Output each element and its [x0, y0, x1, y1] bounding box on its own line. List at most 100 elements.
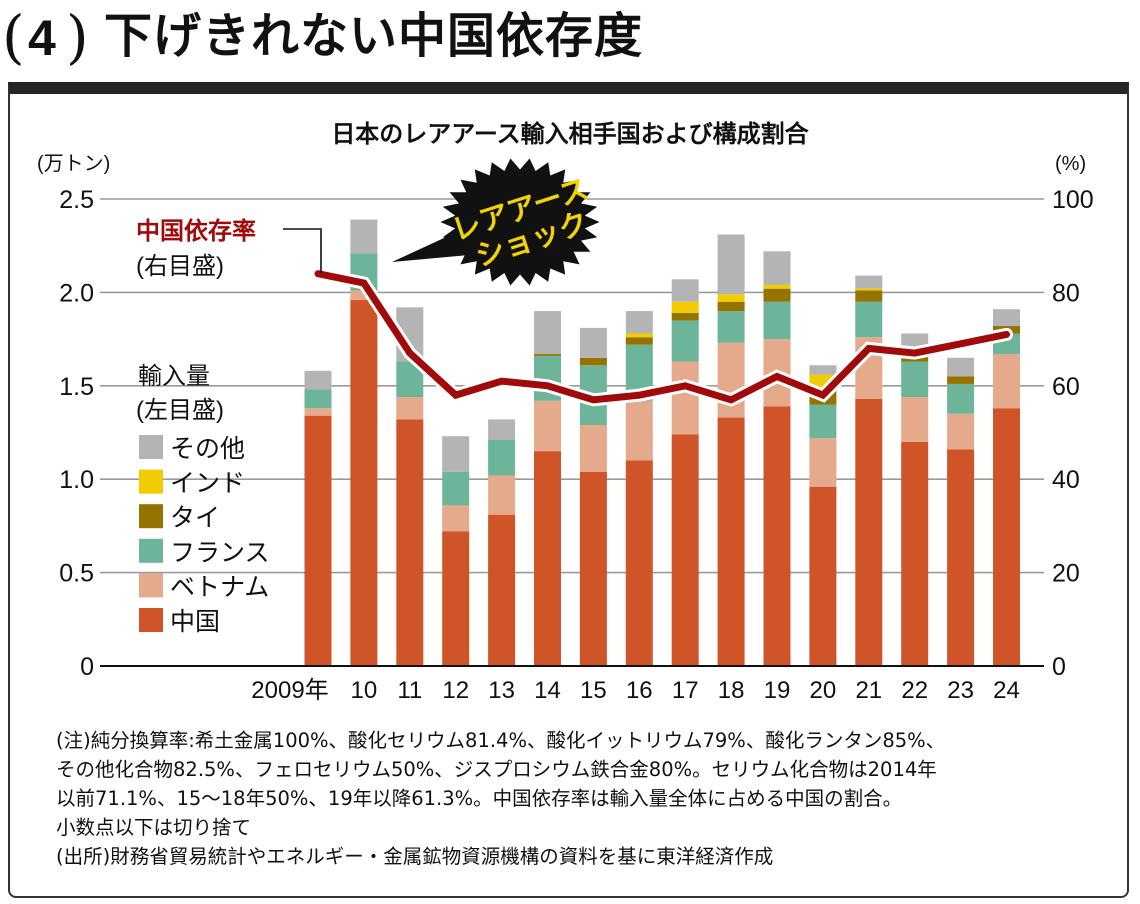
bar-segment — [717, 294, 745, 302]
bar-segment — [671, 434, 699, 666]
bar-segment — [763, 301, 791, 340]
bar-segment — [717, 311, 745, 343]
x-tick-label: 24 — [993, 677, 1020, 704]
y-tick-label: 2.0 — [59, 279, 94, 307]
line-legend-label: 中国依存率 — [136, 217, 256, 245]
bar-segment — [625, 400, 653, 461]
section-number-badge: ( 4 ) — [2, 4, 102, 70]
legend-swatch — [139, 538, 163, 563]
line-legend-subtitle: (右目盛) — [136, 253, 224, 280]
bar-segment — [993, 309, 1020, 327]
bar-segment — [901, 361, 929, 398]
x-tick-label: 21 — [855, 677, 882, 704]
line-series — [314, 270, 1010, 404]
bar-segment — [579, 425, 607, 472]
x-tick-label: 10 — [351, 677, 378, 704]
burst-pointer — [392, 226, 480, 262]
bar-segment — [304, 389, 332, 409]
y-tick-label: 1.5 — [59, 373, 94, 401]
note-line: その他化合物82.5%、フェロセリウム50%、ジスプロシウム鉄合金80%。セリウ… — [56, 758, 937, 781]
bar-segment — [671, 301, 699, 313]
y-tick-label: 0.5 — [59, 560, 94, 588]
x-tick-label: 19 — [764, 677, 791, 704]
y2-axis-unit: (%) — [1055, 153, 1086, 175]
bar-segment — [855, 301, 883, 338]
bar-segment — [304, 408, 332, 416]
headline: 下げきれない中国依存度 — [104, 8, 644, 64]
bar-segment — [717, 234, 745, 295]
y2-tick-label: 60 — [1052, 373, 1080, 401]
bar-segment — [947, 413, 975, 450]
dependency-line — [311, 267, 1013, 407]
note-line: (注)純分換算率:希土金属100%、酸化セリウム81.4%、酸化イットリウム79… — [56, 729, 946, 752]
bar-segment — [763, 288, 791, 302]
bar-segment — [350, 219, 378, 254]
bar-segment — [579, 327, 607, 358]
legend-swatch — [139, 504, 163, 529]
bar-segment — [625, 311, 653, 334]
bar-segment — [671, 279, 699, 302]
header: ( 4 ) 下げきれない中国依存度 — [0, 0, 1140, 80]
bar-segment — [993, 408, 1020, 666]
x-tick-label: 14 — [534, 677, 561, 704]
bar-segment — [855, 290, 883, 302]
bar-segment — [809, 365, 837, 375]
bar-segment — [396, 419, 424, 666]
legend-swatch — [139, 435, 163, 459]
bar-segment — [855, 288, 883, 291]
bar-segment — [855, 275, 883, 289]
legend-label: タイ — [170, 504, 220, 532]
bar-segment — [396, 397, 424, 420]
bar-segment — [901, 441, 929, 666]
legend-subtitle: (左目盛) — [136, 397, 224, 424]
bar-segment — [809, 486, 837, 666]
x-tick-label: 12 — [442, 677, 469, 704]
legend-swatch — [139, 608, 163, 632]
x-tick-label: 18 — [718, 677, 745, 704]
axes: 0 0 0.5 20 1.0 40 1.5 60 2.0 80 2.5 100 (万トン) (%) 2009… — [37, 153, 1094, 704]
y2-tick-label: 40 — [1052, 466, 1080, 494]
bar-segment — [442, 531, 470, 666]
bar-segment — [947, 383, 975, 414]
bar-segment — [809, 438, 837, 487]
bar-segment — [717, 301, 745, 312]
x-tick-label: 16 — [626, 677, 653, 704]
bar-segment — [671, 312, 699, 321]
bar-segment — [442, 436, 470, 472]
chart-title: 日本のレアアース輸入相手国および構成割合 — [331, 120, 809, 148]
note-line: 小数点以下は切り捨て — [56, 816, 252, 839]
source-line: (出所)財務省貿易統計やエネルギー・金属鉱物資源機構の資料を基に東洋経済作成 — [56, 845, 774, 868]
y-axis-unit: (万トン) — [37, 153, 110, 175]
bar-segment — [671, 361, 699, 435]
right-paren: ) — [66, 3, 89, 71]
bar-segment — [350, 290, 378, 300]
bar-segment — [625, 460, 653, 666]
bar-segment — [579, 357, 607, 366]
x-tick-label: 2009年 — [251, 677, 328, 704]
bar-segment — [763, 284, 791, 289]
bar-segment — [671, 320, 699, 362]
x-tick-label: 11 — [397, 677, 422, 704]
bar-segment — [717, 417, 745, 666]
legend-label: ベトナム — [170, 573, 269, 601]
x-tick-label: 23 — [947, 677, 974, 704]
left-paren: ( — [2, 3, 25, 71]
bar-segment — [304, 415, 332, 666]
x-tick-label: 17 — [672, 677, 699, 704]
bars — [304, 219, 1020, 666]
bar-segment — [901, 397, 929, 442]
legend-label: その他 — [170, 435, 245, 463]
bar-segment — [855, 398, 883, 666]
legend-label: フランス — [170, 539, 270, 567]
bar-segment — [488, 439, 516, 476]
y2-tick-label: 20 — [1052, 560, 1080, 588]
legend-label: インド — [170, 470, 245, 498]
notes: (注)純分換算率:希土金属100%、酸化セリウム81.4%、酸化イットリウム79… — [56, 726, 1116, 871]
bar-segment — [947, 376, 975, 384]
legend-swatch — [139, 469, 163, 494]
x-tick-label: 15 — [580, 677, 607, 704]
y-tick-label: 0 — [80, 653, 94, 681]
bar-segment — [442, 471, 470, 506]
bar-segment — [947, 449, 975, 666]
